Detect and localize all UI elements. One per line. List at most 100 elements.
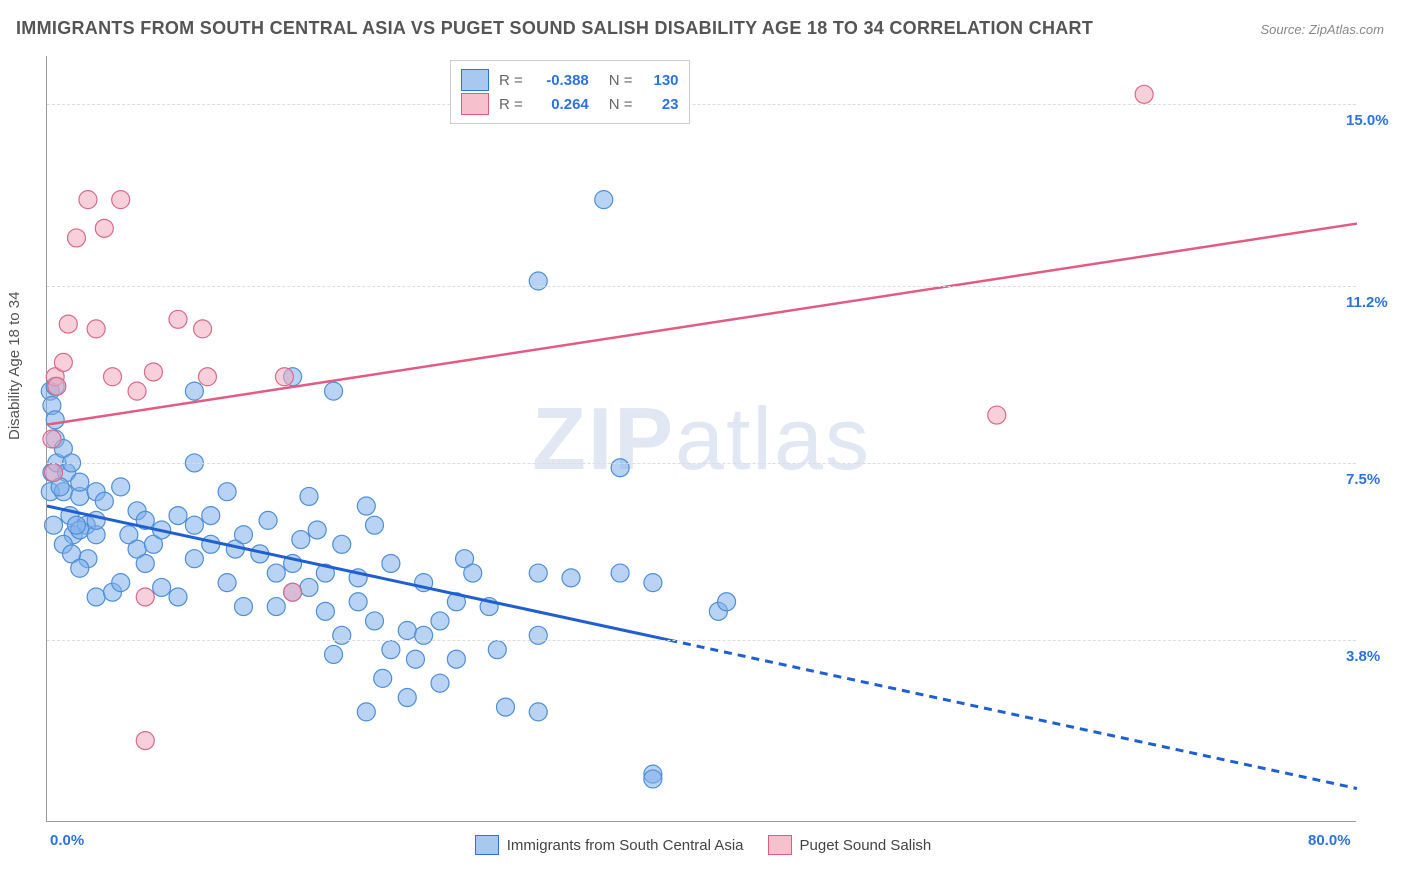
data-point: [300, 487, 318, 505]
n-value: 130: [643, 72, 679, 89]
data-point: [144, 363, 162, 381]
data-point: [198, 368, 216, 386]
legend-swatch: [475, 835, 499, 855]
data-point: [218, 483, 236, 501]
r-label: R =: [499, 72, 523, 89]
data-point: [136, 554, 154, 572]
data-point: [529, 626, 547, 644]
data-point: [275, 368, 293, 386]
data-point: [104, 368, 122, 386]
data-point: [333, 626, 351, 644]
data-point: [300, 578, 318, 596]
data-point: [112, 191, 130, 209]
data-point: [202, 507, 220, 525]
source-site: ZipAtlas.com: [1309, 22, 1384, 37]
data-point: [45, 516, 63, 534]
legend-swatch: [768, 835, 792, 855]
data-point: [71, 473, 89, 491]
chart-title: IMMIGRANTS FROM SOUTH CENTRAL ASIA VS PU…: [16, 18, 1093, 39]
data-point: [562, 569, 580, 587]
data-point: [235, 526, 253, 544]
y-tick-label: 3.8%: [1346, 648, 1380, 665]
y-tick-label: 11.2%: [1346, 294, 1388, 311]
data-point: [185, 382, 203, 400]
legend-series-item: Puget Sound Salish: [768, 835, 932, 855]
data-point: [202, 535, 220, 553]
data-point: [644, 574, 662, 592]
data-point: [333, 535, 351, 553]
data-point: [95, 492, 113, 510]
data-point: [218, 574, 236, 592]
data-point: [398, 622, 416, 640]
data-point: [54, 353, 72, 371]
gridline: [47, 286, 1356, 287]
data-point: [497, 698, 515, 716]
y-axis-title: Disability Age 18 to 34: [6, 292, 23, 440]
data-point: [382, 554, 400, 572]
r-value: -0.388: [533, 72, 589, 89]
data-point: [194, 320, 212, 338]
data-point: [95, 219, 113, 237]
data-point: [366, 612, 384, 630]
data-point: [267, 564, 285, 582]
data-point: [447, 650, 465, 668]
data-point: [43, 430, 61, 448]
data-point: [267, 598, 285, 616]
data-point: [325, 382, 343, 400]
data-point: [464, 564, 482, 582]
legend-correlation-box: R =-0.388N =130R =0.264N =23: [450, 60, 690, 124]
data-point: [259, 511, 277, 529]
n-label: N =: [609, 72, 633, 89]
data-point: [292, 531, 310, 549]
data-point: [46, 411, 64, 429]
data-point: [112, 478, 130, 496]
data-point: [988, 406, 1006, 424]
data-point: [374, 669, 392, 687]
data-point: [718, 593, 736, 611]
data-point: [87, 588, 105, 606]
data-point: [185, 550, 203, 568]
data-point: [136, 732, 154, 750]
data-point: [136, 588, 154, 606]
data-point: [529, 564, 547, 582]
y-tick-label: 7.5%: [1346, 471, 1380, 488]
data-point: [325, 645, 343, 663]
gridline: [47, 104, 1356, 105]
legend-series: Immigrants from South Central Asia Puget …: [0, 835, 1406, 859]
data-point: [382, 641, 400, 659]
data-point: [112, 574, 130, 592]
r-label: R =: [499, 96, 523, 113]
chart-svg: [47, 56, 1356, 821]
data-point: [185, 516, 203, 534]
data-point: [235, 598, 253, 616]
data-point: [529, 272, 547, 290]
legend-series-item: Immigrants from South Central Asia: [475, 835, 744, 855]
n-value: 23: [643, 96, 679, 113]
trend-line: [669, 640, 1357, 788]
trend-line: [47, 224, 1357, 425]
data-point: [431, 674, 449, 692]
data-point: [169, 310, 187, 328]
data-point: [169, 507, 187, 525]
gridline: [47, 463, 1356, 464]
chart-container: IMMIGRANTS FROM SOUTH CENTRAL ASIA VS PU…: [0, 0, 1406, 892]
x-origin-label: 0.0%: [50, 832, 84, 849]
data-point: [67, 516, 85, 534]
source-label: Source: ZipAtlas.com: [1260, 22, 1384, 37]
data-point: [1135, 85, 1153, 103]
data-point: [357, 497, 375, 515]
data-point: [406, 650, 424, 668]
data-point: [398, 689, 416, 707]
data-point: [529, 703, 547, 721]
data-point: [71, 559, 89, 577]
r-value: 0.264: [533, 96, 589, 113]
data-point: [45, 464, 63, 482]
data-point: [415, 626, 433, 644]
data-point: [611, 459, 629, 477]
legend-series-label: Puget Sound Salish: [800, 837, 932, 854]
source-prefix: Source:: [1260, 22, 1308, 37]
data-point: [357, 703, 375, 721]
data-point: [79, 191, 97, 209]
data-point: [308, 521, 326, 539]
data-point: [488, 641, 506, 659]
